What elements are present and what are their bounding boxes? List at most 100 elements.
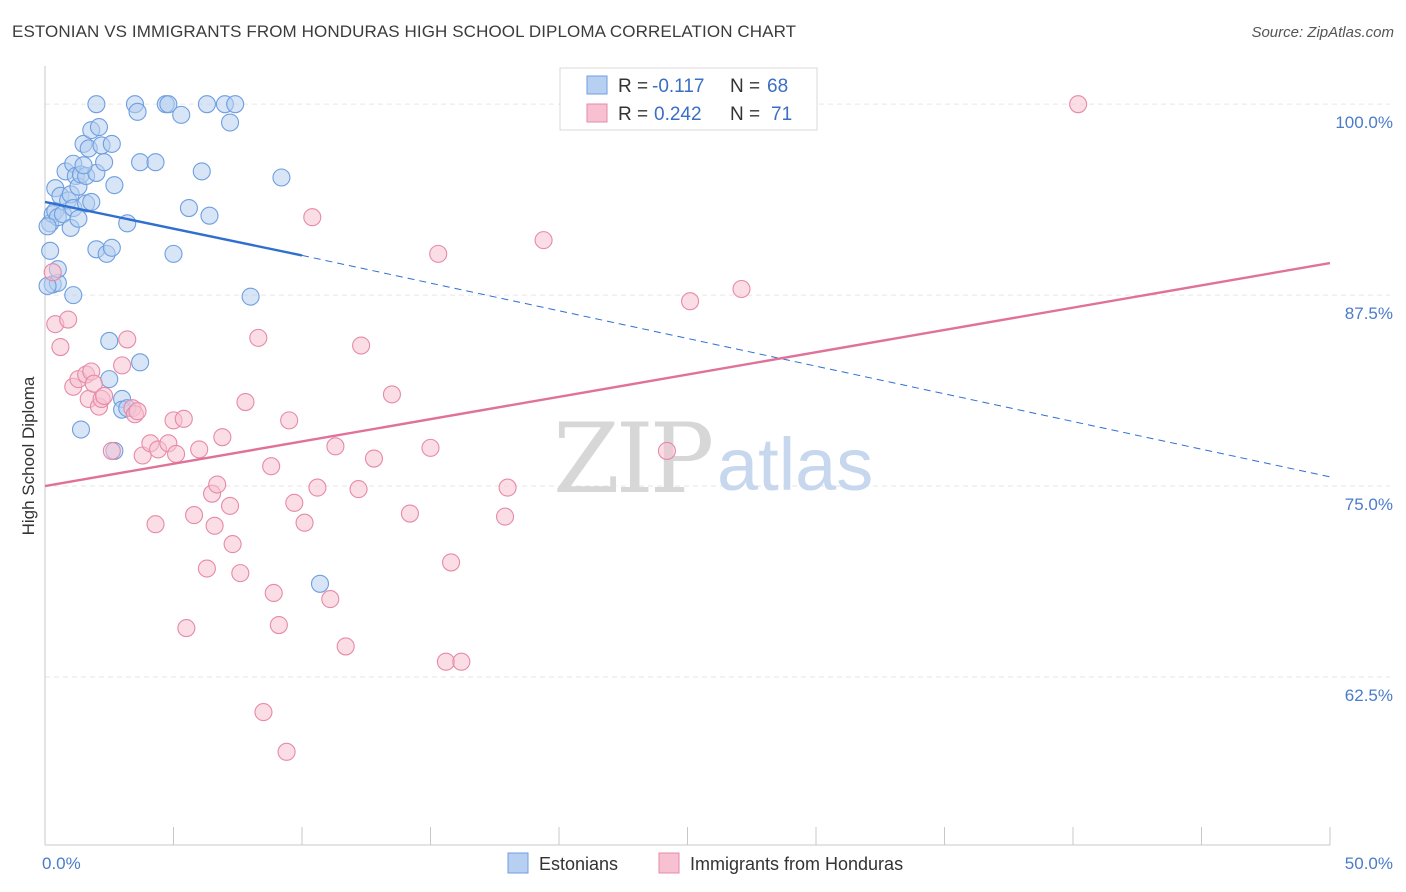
point-1-62 [452, 652, 471, 671]
point-0-55 [71, 420, 91, 439]
point-1-29 [190, 440, 209, 459]
point-1-18 [128, 402, 147, 421]
y-tick-label-3: 100.0% [1335, 113, 1393, 132]
point-1-3 [59, 310, 78, 329]
point-1-46 [285, 493, 304, 512]
point-1-0 [43, 263, 62, 282]
point-1-26 [174, 409, 193, 428]
trend-line-1 [44, 261, 1331, 488]
trend-line-0 [44, 200, 303, 257]
point-1-66 [657, 441, 676, 460]
bottom-legend-honduras: Immigrants from Honduras [690, 854, 903, 874]
point-0-54 [272, 168, 291, 187]
y-tick-label-1: 75.0% [1345, 495, 1393, 514]
point-0-30 [102, 238, 121, 257]
point-0-31 [102, 134, 121, 153]
point-1-63 [495, 507, 515, 526]
point-1-57 [400, 504, 419, 523]
legend-swatch-estonians [586, 75, 608, 95]
point-0-57 [100, 370, 119, 389]
point-1-68 [732, 279, 751, 299]
point-0-66 [41, 241, 60, 260]
point-1-30 [197, 559, 216, 578]
point-0-24 [89, 118, 109, 137]
point-1-15 [118, 330, 137, 349]
point-1-56 [382, 385, 402, 404]
point-0-37 [146, 153, 165, 172]
point-1-12 [95, 386, 114, 405]
y-tick-label-0: 62.5% [1345, 686, 1393, 705]
legend-r-value-0: -0.117 [652, 76, 704, 97]
point-1-59 [429, 244, 448, 263]
point-0-61 [131, 353, 150, 372]
point-1-55 [364, 449, 384, 468]
point-1-67 [681, 292, 700, 311]
point-1-48 [303, 208, 322, 227]
bottom-legend-estonians: Estonians [539, 854, 618, 874]
watermark-atlas: atlas [717, 423, 873, 506]
legend-n-value-0: 68 [767, 76, 788, 97]
y-tick-label-2: 87.5% [1345, 304, 1393, 323]
point-0-43 [197, 95, 216, 114]
legend-r-label-1: R = [618, 104, 648, 125]
point-1-49 [308, 478, 327, 497]
point-1-64 [498, 478, 517, 497]
point-0-32 [105, 176, 124, 195]
point-0-48 [226, 95, 245, 114]
point-0-40 [172, 105, 191, 124]
point-1-34 [213, 428, 232, 447]
point-0-29 [87, 95, 106, 114]
point-0-42 [192, 162, 211, 181]
y-tick-labels: 62.5% 75.0% 87.5% 100.0% [1335, 113, 1393, 705]
point-1-45 [280, 411, 299, 430]
point-1-9 [84, 374, 103, 393]
point-1-32 [205, 516, 224, 535]
x-tick-label-1: 50.0% [1345, 854, 1393, 873]
point-0-36 [131, 153, 150, 172]
point-0-53 [241, 287, 260, 306]
source-credit: Source: ZipAtlas.com [1251, 24, 1394, 41]
point-0-52 [64, 286, 83, 305]
point-1-13 [102, 441, 121, 460]
point-1-51 [326, 437, 345, 456]
point-1-28 [185, 506, 204, 525]
point-0-45 [164, 244, 183, 263]
point-1-2 [51, 338, 70, 357]
legend-n-value-1: 71 [771, 104, 792, 125]
gridlines [45, 103, 1390, 678]
point-0-41 [179, 199, 198, 218]
series-legend: Estonians Immigrants from Honduras [507, 852, 903, 874]
point-1-43 [269, 615, 288, 635]
point-1-39 [249, 328, 268, 347]
legend-r-label-0: R = [618, 76, 648, 97]
point-0-67 [74, 156, 93, 175]
point-1-37 [231, 564, 250, 583]
legend-swatch-honduras [586, 103, 608, 123]
axes [44, 66, 1331, 846]
point-0-26 [95, 153, 114, 172]
point-1-60 [436, 652, 455, 671]
trend-lines [44, 200, 1331, 488]
bottom-legend-swatch-estonians [507, 852, 529, 874]
watermark: ZIP atlas [553, 403, 873, 515]
series-estonians-points [38, 95, 330, 593]
point-0-64 [38, 217, 57, 236]
chart-title: ESTONIAN VS IMMIGRANTS FROM HONDURAS HIG… [12, 22, 797, 41]
point-1-38 [236, 392, 255, 412]
point-1-40 [254, 703, 273, 722]
point-1-54 [352, 336, 371, 355]
x-tick-labels: 0.0% 50.0% [42, 854, 1393, 873]
legend-r-value-1: 0.242 [654, 104, 702, 125]
point-1-47 [295, 513, 314, 532]
point-1-44 [277, 742, 296, 761]
point-1-58 [421, 438, 440, 457]
point-1-42 [264, 583, 283, 603]
point-1-41 [262, 457, 281, 476]
legend-n-label-0: N = [730, 76, 760, 97]
stats-legend: R = -0.117 N = 68 R = 0.242 N = 71 [559, 67, 818, 131]
point-0-35 [128, 102, 147, 121]
point-1-53 [349, 480, 368, 499]
point-1-61 [442, 553, 461, 572]
point-1-33 [208, 475, 227, 494]
